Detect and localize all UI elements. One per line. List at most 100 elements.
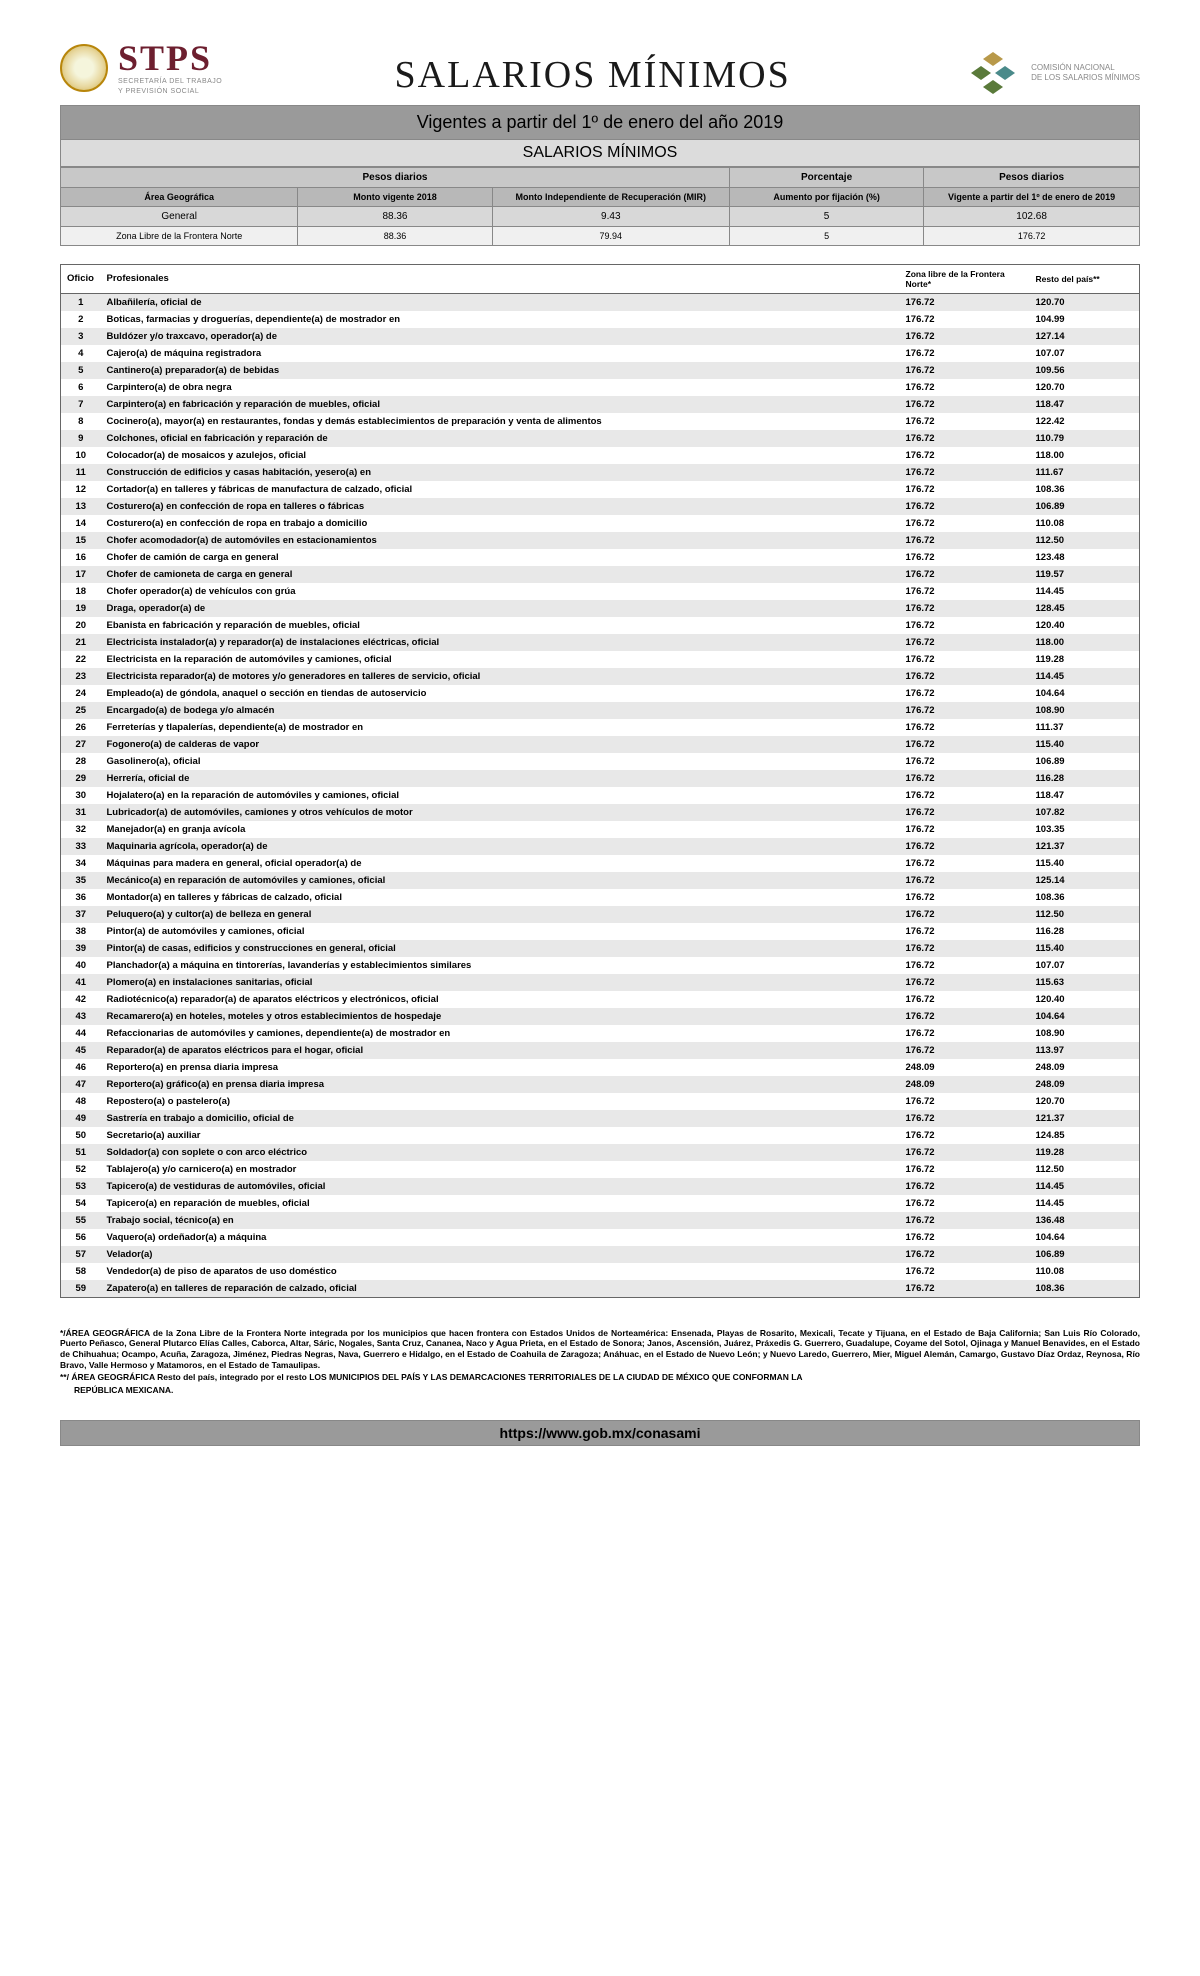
row-resto: 109.56 (1030, 362, 1140, 379)
table-row: 52Tablajero(a) y/o carnicero(a) en mostr… (61, 1161, 1140, 1178)
row-resto: 118.47 (1030, 396, 1140, 413)
row-resto: 114.45 (1030, 668, 1140, 685)
row-profession: Electricista reparador(a) de motores y/o… (101, 668, 900, 685)
table-row: 55Trabajo social, técnico(a) en176.72136… (61, 1212, 1140, 1229)
row-zona: 176.72 (900, 1008, 1030, 1025)
row-resto: 104.64 (1030, 685, 1140, 702)
prof-h-prof: Profesionales (101, 264, 900, 293)
cnsm-icon (963, 49, 1023, 97)
row-zona: 176.72 (900, 328, 1030, 345)
summary-h-mir: Monto Independiente de Recuperación (MIR… (492, 187, 729, 206)
row-number: 1 (61, 293, 101, 311)
row-resto: 111.37 (1030, 719, 1140, 736)
row-number: 11 (61, 464, 101, 481)
row-resto: 113.97 (1030, 1042, 1140, 1059)
table-row: 15Chofer acomodador(a) de automóviles en… (61, 532, 1140, 549)
row-zona: 176.72 (900, 464, 1030, 481)
row-resto: 114.45 (1030, 583, 1140, 600)
professions-table: Oficio Profesionales Zona libre de la Fr… (60, 264, 1140, 1298)
row-profession: Plomero(a) en instalaciones sanitarias, … (101, 974, 900, 991)
row-resto: 112.50 (1030, 532, 1140, 549)
row-resto: 119.57 (1030, 566, 1140, 583)
table-row: 1Albañilería, oficial de176.72120.70 (61, 293, 1140, 311)
table-row: 47Reportero(a) gráfico(a) en prensa diar… (61, 1076, 1140, 1093)
row-number: 13 (61, 498, 101, 515)
summary-h-aumento: Aumento por fijación (%) (729, 187, 923, 206)
row-profession: Lubricador(a) de automóviles, camiones y… (101, 804, 900, 821)
row-resto: 107.07 (1030, 957, 1140, 974)
row-zona: 176.72 (900, 668, 1030, 685)
row-profession: Pintor(a) de casas, edificios y construc… (101, 940, 900, 957)
row-number: 42 (61, 991, 101, 1008)
row-profession: Recamarero(a) en hoteles, moteles y otro… (101, 1008, 900, 1025)
table-row: 40Planchador(a) a máquina en tintorerías… (61, 957, 1140, 974)
row-profession: Reportero(a) gráfico(a) en prensa diaria… (101, 1076, 900, 1093)
row-profession: Repostero(a) o pastelero(a) (101, 1093, 900, 1110)
row-zona: 176.72 (900, 430, 1030, 447)
table-row: 24Empleado(a) de góndola, anaquel o secc… (61, 685, 1140, 702)
row-resto: 106.89 (1030, 1246, 1140, 1263)
row-number: 24 (61, 685, 101, 702)
table-row: 6Carpintero(a) de obra negra176.72120.70 (61, 379, 1140, 396)
table-row: 36Montador(a) en talleres y fábricas de … (61, 889, 1140, 906)
row-zona: 176.72 (900, 940, 1030, 957)
row-number: 48 (61, 1093, 101, 1110)
table-row: 53Tapicero(a) de vestiduras de automóvil… (61, 1178, 1140, 1195)
row-zona: 176.72 (900, 702, 1030, 719)
mexico-seal-icon (60, 44, 108, 92)
row-number: 9 (61, 430, 101, 447)
row-number: 12 (61, 481, 101, 498)
row-resto: 108.90 (1030, 702, 1140, 719)
row-resto: 104.64 (1030, 1008, 1140, 1025)
row-profession: Encargado(a) de bodega y/o almacén (101, 702, 900, 719)
row-number: 3 (61, 328, 101, 345)
row-number: 59 (61, 1280, 101, 1298)
table-row: 34Máquinas para madera en general, ofici… (61, 855, 1140, 872)
row-zona: 176.72 (900, 566, 1030, 583)
row-number: 23 (61, 668, 101, 685)
row-resto: 124.85 (1030, 1127, 1140, 1144)
row-profession: Boticas, farmacias y droguerías, dependi… (101, 311, 900, 328)
table-row: 38Pintor(a) de automóviles y camiones, o… (61, 923, 1140, 940)
row-number: 51 (61, 1144, 101, 1161)
row-number: 28 (61, 753, 101, 770)
table-row: 2Boticas, farmacias y droguerías, depend… (61, 311, 1140, 328)
row-profession: Reportero(a) en prensa diaria impresa (101, 1059, 900, 1076)
table-row: 57Velador(a)176.72106.89 (61, 1246, 1140, 1263)
row-resto: 120.40 (1030, 991, 1140, 1008)
row-number: 20 (61, 617, 101, 634)
row-zona: 176.72 (900, 1110, 1030, 1127)
row-zona: 176.72 (900, 736, 1030, 753)
row-profession: Chofer operador(a) de vehículos con grúa (101, 583, 900, 600)
table-row: 46Reportero(a) en prensa diaria impresa2… (61, 1059, 1140, 1076)
row-zona: 176.72 (900, 923, 1030, 940)
row-profession: Sastrería en trabajo a domicilio, oficia… (101, 1110, 900, 1127)
row-zona: 176.72 (900, 1093, 1030, 1110)
row-zona: 176.72 (900, 685, 1030, 702)
row-zona: 176.72 (900, 1263, 1030, 1280)
row-resto: 115.40 (1030, 855, 1140, 872)
row-number: 7 (61, 396, 101, 413)
prof-h-resto: Resto del país** (1030, 264, 1140, 293)
row-resto: 119.28 (1030, 651, 1140, 668)
table-row: 37Peluquero(a) y cultor(a) de belleza en… (61, 906, 1140, 923)
row-profession: Electricista instalador(a) y reparador(a… (101, 634, 900, 651)
row-number: 50 (61, 1127, 101, 1144)
row-profession: Secretario(a) auxiliar (101, 1127, 900, 1144)
row-number: 37 (61, 906, 101, 923)
row-resto: 248.09 (1030, 1059, 1140, 1076)
row-number: 34 (61, 855, 101, 872)
row-zona: 176.72 (900, 1212, 1030, 1229)
row-profession: Draga, operador(a) de (101, 600, 900, 617)
row-zona: 176.72 (900, 872, 1030, 889)
row-number: 44 (61, 1025, 101, 1042)
row-zona: 176.72 (900, 1042, 1030, 1059)
row-zona: 176.72 (900, 906, 1030, 923)
row-zona: 176.72 (900, 362, 1030, 379)
row-profession: Chofer de camión de carga en general (101, 549, 900, 566)
table-row: 25Encargado(a) de bodega y/o almacén176.… (61, 702, 1140, 719)
row-zona: 176.72 (900, 651, 1030, 668)
row-zona: 176.72 (900, 855, 1030, 872)
row-resto: 104.99 (1030, 311, 1140, 328)
row-number: 53 (61, 1178, 101, 1195)
